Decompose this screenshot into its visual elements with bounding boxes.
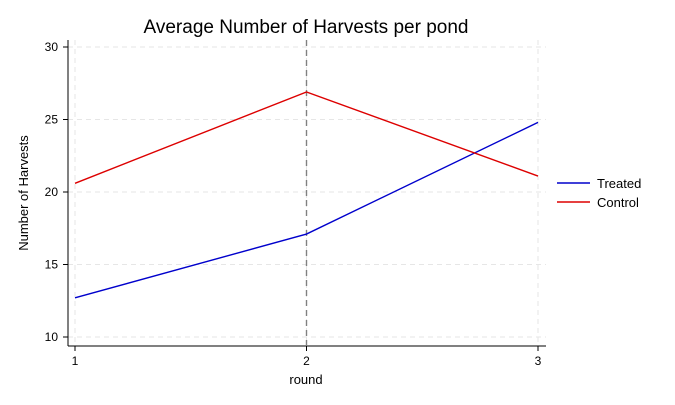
x-axis-label: round [289,372,322,387]
legend: Treated Control [557,176,641,210]
y-axis-ticks: 10 15 20 25 30 [45,40,68,344]
series-lines [74,91,539,299]
y-tick-label: 30 [45,40,59,54]
x-tick-label: 3 [535,354,542,368]
chart-title: Average Number of Harvests per pond [144,17,469,38]
y-tick-label: 15 [45,258,59,272]
series-line-control [74,91,539,184]
x-tick-label: 1 [72,354,79,368]
series-line-treated [74,121,539,299]
x-axis-ticks: 1 2 3 [72,346,542,368]
legend-label-treated: Treated [597,176,641,191]
y-axis-label: Number of Harvests [16,135,31,251]
y-tick-label: 25 [45,113,59,127]
y-tick-label: 20 [45,185,59,199]
x-tick-label: 2 [303,354,310,368]
legend-label-control: Control [597,195,639,210]
y-tick-label: 10 [45,330,59,344]
